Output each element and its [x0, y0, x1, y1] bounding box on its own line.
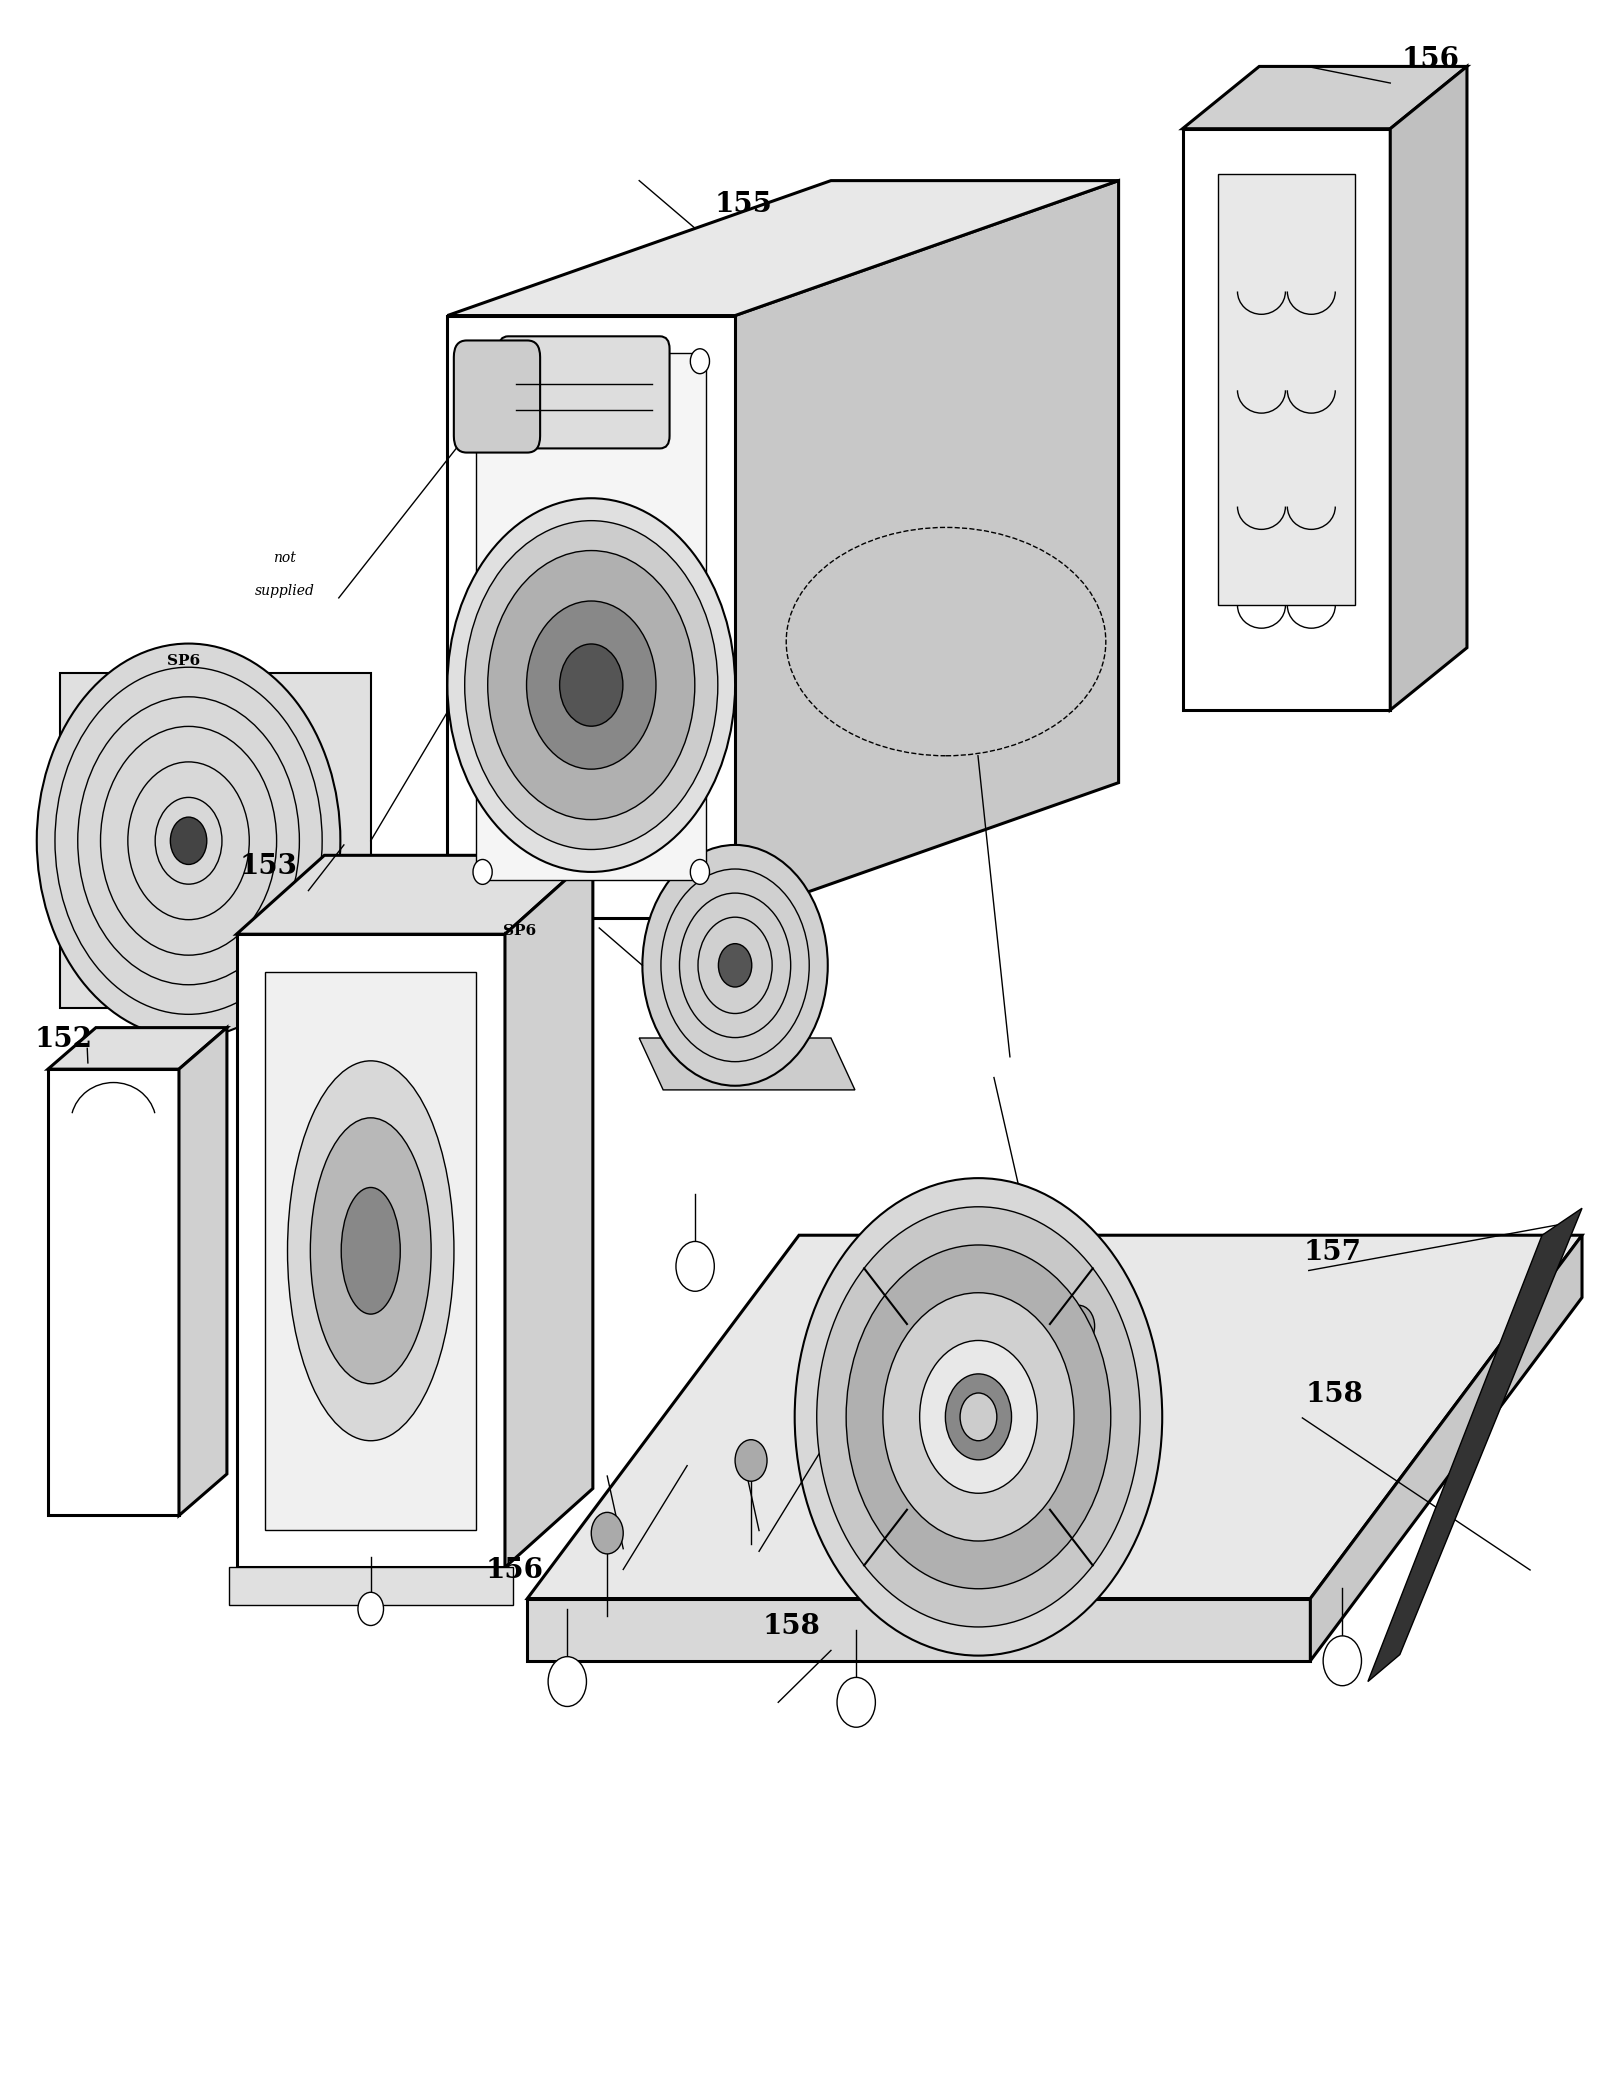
Polygon shape [639, 1038, 855, 1090]
Text: 152: 152 [35, 1026, 93, 1053]
Polygon shape [1390, 66, 1467, 710]
FancyBboxPatch shape [499, 336, 670, 448]
Circle shape [847, 1246, 1111, 1588]
Circle shape [465, 521, 718, 849]
Circle shape [447, 498, 735, 872]
Circle shape [591, 1511, 623, 1553]
Polygon shape [527, 1235, 1582, 1599]
Circle shape [642, 845, 828, 1086]
Circle shape [171, 818, 206, 864]
Polygon shape [1183, 129, 1390, 710]
Polygon shape [1310, 1235, 1582, 1661]
Circle shape [548, 1657, 586, 1706]
Polygon shape [447, 316, 735, 918]
Text: SP6: SP6 [503, 924, 535, 938]
Circle shape [1323, 1636, 1361, 1686]
Text: 156: 156 [1401, 46, 1459, 73]
Circle shape [794, 1179, 1162, 1657]
Text: not: not [273, 550, 296, 565]
Polygon shape [476, 353, 706, 880]
Ellipse shape [288, 1061, 454, 1441]
Polygon shape [59, 673, 371, 1009]
Circle shape [676, 1241, 714, 1291]
Circle shape [735, 1441, 767, 1482]
Polygon shape [265, 972, 476, 1530]
Text: 156: 156 [486, 1557, 543, 1584]
Circle shape [690, 859, 710, 884]
Text: 157: 157 [1304, 1239, 1361, 1266]
Circle shape [719, 945, 751, 986]
Polygon shape [527, 1599, 1310, 1661]
Polygon shape [735, 181, 1119, 918]
Circle shape [487, 550, 695, 820]
FancyBboxPatch shape [454, 340, 540, 453]
Polygon shape [48, 1028, 227, 1069]
Circle shape [37, 644, 340, 1038]
Text: 158: 158 [1306, 1381, 1363, 1408]
Circle shape [690, 349, 710, 374]
Text: supplied: supplied [254, 583, 315, 598]
Polygon shape [179, 1028, 227, 1515]
Circle shape [837, 1677, 876, 1727]
Text: SP6: SP6 [168, 654, 200, 668]
Polygon shape [671, 945, 799, 1038]
Circle shape [882, 1293, 1074, 1540]
Polygon shape [1183, 66, 1467, 129]
Text: 158: 158 [762, 1613, 820, 1640]
Ellipse shape [310, 1117, 431, 1385]
Circle shape [1063, 1306, 1095, 1347]
Circle shape [920, 1341, 1037, 1493]
Text: 158: 158 [978, 1333, 1036, 1360]
Circle shape [358, 1592, 384, 1626]
Polygon shape [237, 934, 505, 1567]
Circle shape [946, 1374, 1012, 1459]
Circle shape [526, 602, 657, 768]
Polygon shape [1218, 174, 1355, 606]
Polygon shape [229, 1567, 513, 1605]
Ellipse shape [342, 1187, 400, 1314]
Polygon shape [48, 1069, 179, 1515]
Polygon shape [505, 855, 593, 1567]
Circle shape [473, 349, 492, 374]
Polygon shape [447, 181, 1119, 316]
Circle shape [473, 859, 492, 884]
Polygon shape [1368, 1208, 1582, 1682]
Text: 155: 155 [714, 191, 772, 218]
Circle shape [960, 1393, 997, 1441]
Text: 153: 153 [240, 853, 297, 880]
Circle shape [559, 644, 623, 727]
Polygon shape [237, 855, 593, 934]
Circle shape [817, 1206, 1141, 1628]
